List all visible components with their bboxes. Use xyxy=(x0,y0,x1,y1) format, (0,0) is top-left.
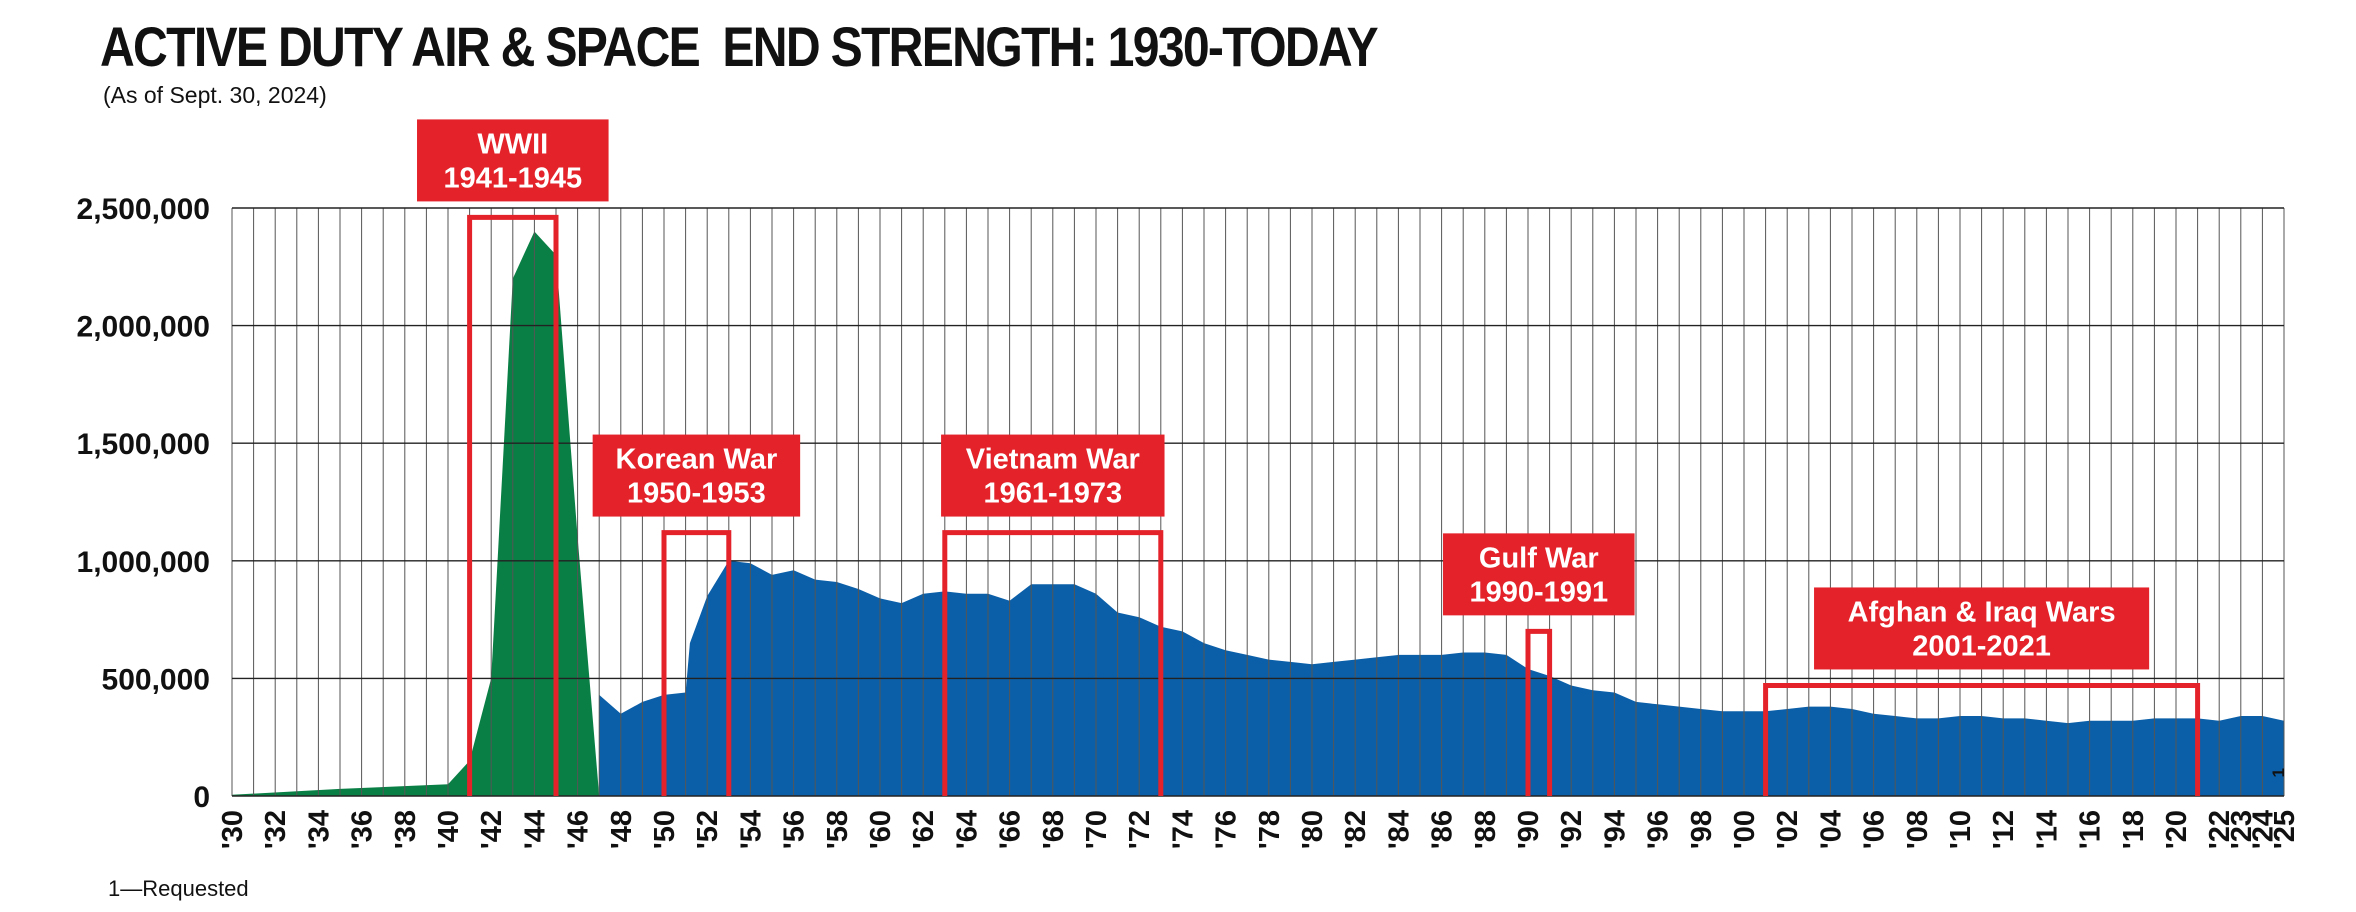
chart-subtitle: (As of Sept. 30, 2024) xyxy=(103,82,327,108)
x-tick-label: '06 xyxy=(1859,810,1891,849)
x-tick-label: '02 xyxy=(1772,810,1804,849)
x-tick-label: '10 xyxy=(1945,810,1977,849)
event-label-box xyxy=(592,434,801,517)
x-tick-label: '90 xyxy=(1513,810,1545,849)
y-tick-label: 0 xyxy=(193,781,210,814)
event-name: WWII xyxy=(477,128,548,160)
event-years: 1990-1991 xyxy=(1469,576,1608,608)
event-bracket xyxy=(1525,628,1553,796)
x-tick-label: '23 xyxy=(2226,810,2258,849)
y-tick-label: 500,000 xyxy=(102,663,210,696)
x-tick-label: '62 xyxy=(908,810,940,849)
event-label-box xyxy=(1814,587,2150,670)
event-bracket xyxy=(661,530,732,796)
x-tick-label: '04 xyxy=(1815,810,1847,849)
x-tick-label: '46 xyxy=(563,810,595,849)
area-wwii xyxy=(232,231,600,796)
x-tick-label: '68 xyxy=(1038,810,1070,849)
x-tick-label: '86 xyxy=(1427,810,1459,849)
chart-footnote: 1—Requested xyxy=(108,876,249,901)
x-tick-label: '92 xyxy=(1556,810,1588,849)
x-tick-label: '34 xyxy=(303,810,335,849)
event-name: Vietnam War xyxy=(966,444,1140,476)
x-tick-label: '24 xyxy=(2247,810,2279,849)
x-tick-label: '70 xyxy=(1081,810,1113,849)
x-tick-label: '54 xyxy=(735,810,767,849)
x-tick-label: '74 xyxy=(1167,810,1199,849)
x-tick-label: '38 xyxy=(390,810,422,849)
x-tick-label: '25 xyxy=(2269,810,2301,849)
x-tick-label: '78 xyxy=(1254,810,1286,849)
x-tick-label: '18 xyxy=(2118,810,2150,849)
y-tick-label: 1,000,000 xyxy=(77,546,210,579)
x-tick-label: '48 xyxy=(606,810,638,849)
x-tick-label: '42 xyxy=(476,810,508,849)
x-tick-label: '66 xyxy=(995,810,1027,849)
x-tick-label: '08 xyxy=(1902,810,1934,849)
x-tick-label: '20 xyxy=(2161,810,2193,849)
x-tick-label: '84 xyxy=(1383,810,1415,849)
event-label-box xyxy=(941,434,1165,517)
x-tick-label: '72 xyxy=(1124,810,1156,849)
x-tick-superscript: 1 xyxy=(2269,768,2288,777)
event-name: Korean War xyxy=(616,444,778,476)
event-bracket xyxy=(467,214,559,796)
x-tick-label: '36 xyxy=(347,810,379,849)
x-tick-label: '64 xyxy=(951,810,983,849)
x-tick-label: '12 xyxy=(1988,810,2020,849)
x-tick-label: '52 xyxy=(692,810,724,849)
event-bracket xyxy=(942,530,1164,796)
x-tick-label: '60 xyxy=(865,810,897,849)
y-tick-label: 2,000,000 xyxy=(77,311,210,344)
x-tick-label: '40 xyxy=(433,810,465,849)
chart-title: ACTIVE DUTY AIR & SPACE END STRENGTH: 19… xyxy=(100,15,1379,78)
x-tick-label: '32 xyxy=(260,810,292,849)
x-tick-label: '56 xyxy=(779,810,811,849)
event-name: Afghan & Iraq Wars xyxy=(1848,596,2116,628)
event-name: Gulf War xyxy=(1479,542,1599,574)
x-tick-label: '16 xyxy=(2075,810,2107,849)
y-tick-label: 2,500,000 xyxy=(77,193,210,226)
event-label-box xyxy=(417,119,609,202)
y-tick-label: 1,500,000 xyxy=(77,428,210,461)
event-years: 1950-1953 xyxy=(627,478,766,510)
x-tick-label: '94 xyxy=(1599,810,1631,849)
x-tick-label: '30 xyxy=(217,810,249,849)
x-tick-label: '44 xyxy=(519,810,551,849)
event-years: 1961-1973 xyxy=(983,478,1122,510)
x-tick-label: '76 xyxy=(1211,810,1243,849)
x-tick-label: '14 xyxy=(2031,810,2063,849)
x-tick-label: '88 xyxy=(1470,810,1502,849)
event-years: 1941-1945 xyxy=(443,162,582,194)
x-tick-label: '82 xyxy=(1340,810,1372,849)
event-label-box xyxy=(1443,533,1635,616)
event-bracket xyxy=(1763,682,2201,796)
event-years: 2001-2021 xyxy=(1912,630,2051,662)
x-tick-label: '00 xyxy=(1729,810,1761,849)
x-tick-label: '58 xyxy=(822,810,854,849)
x-tick-label: '50 xyxy=(649,810,681,849)
x-tick-label: '22 xyxy=(2204,810,2236,849)
x-tick-label: '80 xyxy=(1297,810,1329,849)
x-tick-label: '98 xyxy=(1686,810,1718,849)
x-tick-label: '96 xyxy=(1643,810,1675,849)
